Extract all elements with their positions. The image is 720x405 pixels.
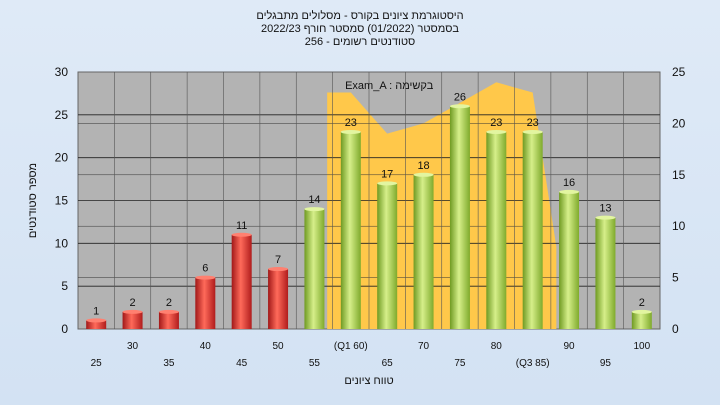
x-tick-label: 90 bbox=[564, 341, 576, 352]
data-label: 6 bbox=[202, 263, 208, 275]
x-tick-label: 30 bbox=[127, 341, 139, 352]
x-tick-label: 80 bbox=[491, 341, 503, 352]
y-tick-label: 30 bbox=[55, 65, 69, 79]
bar bbox=[304, 209, 325, 329]
bar-top bbox=[304, 207, 325, 212]
x-tick-label: (Q3 85) bbox=[516, 358, 550, 369]
data-label: 2 bbox=[639, 297, 645, 309]
chart-title: היסטוגרמת ציונים בקורס - מסלולים מתבגלים… bbox=[0, 10, 720, 49]
y-tick-label: 5 bbox=[61, 279, 68, 293]
y-tick-label: 20 bbox=[55, 151, 69, 165]
bar bbox=[158, 311, 179, 329]
title-line-2: בסמסטר (01/2022) סמסטר חורף 2022/23 bbox=[260, 23, 460, 35]
bar-top bbox=[449, 104, 470, 109]
bar bbox=[595, 217, 616, 329]
x-tick-label: 45 bbox=[236, 358, 248, 369]
x-tick-label: 25 bbox=[91, 358, 103, 369]
bar bbox=[559, 191, 580, 329]
x-tick-label: 65 bbox=[382, 358, 394, 369]
x-tick-label: 35 bbox=[163, 358, 175, 369]
y2-tick-label: 10 bbox=[672, 219, 686, 233]
data-label: 11 bbox=[236, 220, 247, 232]
data-label: 23 bbox=[345, 117, 357, 129]
bar bbox=[268, 269, 289, 329]
data-label: 18 bbox=[417, 160, 429, 172]
y2-tick-label: 5 bbox=[672, 271, 679, 285]
data-label: 16 bbox=[563, 177, 575, 189]
bar bbox=[377, 183, 398, 329]
bar bbox=[122, 311, 143, 329]
bar-top bbox=[122, 309, 143, 314]
x-tick-label: (Q1 60) bbox=[334, 341, 368, 352]
y-tick-label: 10 bbox=[55, 236, 69, 250]
data-label: 17 bbox=[381, 168, 393, 180]
y-tick-label: 25 bbox=[55, 108, 69, 122]
bar bbox=[486, 131, 507, 329]
bar-top bbox=[595, 215, 616, 220]
bar-top bbox=[268, 267, 289, 272]
bar bbox=[631, 311, 652, 329]
bar-top bbox=[158, 309, 179, 314]
y-axis-label: מספר סטודנטים bbox=[27, 163, 39, 238]
title-line-3: סטודנטים רשומים - 256 bbox=[304, 36, 416, 48]
bar-top bbox=[377, 181, 398, 186]
y2-tick-label: 15 bbox=[672, 168, 686, 182]
bar-top bbox=[486, 129, 507, 134]
data-label: 2 bbox=[166, 297, 172, 309]
x-axis-label: טווח ציונים bbox=[344, 375, 393, 387]
y2-tick-label: 0 bbox=[672, 322, 679, 336]
y-tick-label: 0 bbox=[61, 322, 68, 336]
x-tick-label: 40 bbox=[200, 341, 212, 352]
bar-top bbox=[86, 318, 107, 323]
bar bbox=[522, 131, 543, 329]
data-label: 13 bbox=[599, 203, 611, 215]
bar bbox=[231, 234, 252, 329]
bar-top bbox=[522, 129, 543, 134]
bar-top bbox=[340, 129, 361, 134]
x-tick-label: 50 bbox=[273, 341, 285, 352]
y-tick-label: 15 bbox=[55, 194, 69, 208]
y2-tick-label: 20 bbox=[672, 116, 686, 130]
bar-top bbox=[195, 275, 216, 280]
data-label: 23 bbox=[490, 117, 502, 129]
x-tick-label: 100 bbox=[633, 341, 650, 352]
bar-top bbox=[413, 172, 434, 177]
data-label: 2 bbox=[130, 297, 136, 309]
data-label: 14 bbox=[308, 194, 320, 206]
bar-top bbox=[631, 309, 652, 314]
data-label: 26 bbox=[454, 91, 466, 103]
x-tick-label: 70 bbox=[418, 341, 430, 352]
title-line-1: היסטוגרמת ציונים בקורס - מסלולים מתבגלים bbox=[256, 10, 464, 22]
bar-top bbox=[231, 232, 252, 237]
bar bbox=[449, 106, 470, 330]
bar-top bbox=[559, 189, 580, 194]
bar bbox=[413, 174, 434, 329]
y2-tick-label: 25 bbox=[672, 65, 686, 79]
data-label: 1 bbox=[93, 305, 99, 317]
x-tick-label: 75 bbox=[454, 358, 466, 369]
x-tick-label: 55 bbox=[309, 358, 321, 369]
bar bbox=[340, 131, 361, 329]
bar bbox=[195, 277, 216, 329]
bar bbox=[86, 320, 107, 329]
data-label: 7 bbox=[275, 254, 281, 266]
data-label: 23 bbox=[527, 117, 539, 129]
x-tick-label: 95 bbox=[600, 358, 612, 369]
area-series-label: Exam_A : בקשימה bbox=[345, 80, 434, 92]
